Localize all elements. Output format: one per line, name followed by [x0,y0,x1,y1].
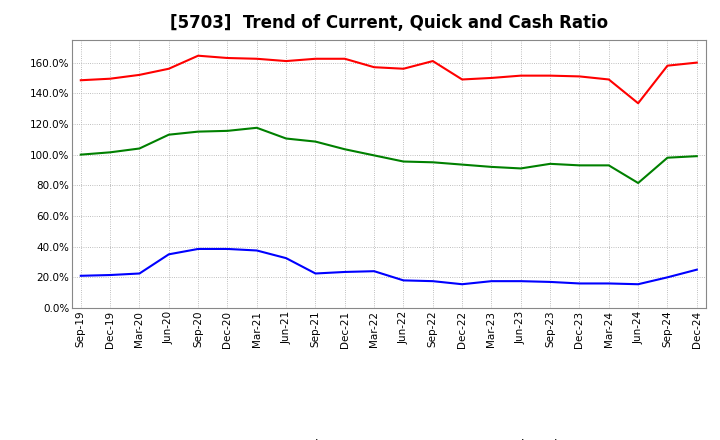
Cash Ratio [311,271,320,276]
Quick Ratio [135,146,144,151]
Cash Ratio [428,279,437,284]
Current Ratio [341,56,349,62]
Current Ratio [164,66,173,71]
Current Ratio [634,101,642,106]
Current Ratio [76,77,85,83]
Cash Ratio [341,269,349,275]
Current Ratio [458,77,467,82]
Line: Current Ratio: Current Ratio [81,56,697,103]
Cash Ratio [546,279,554,285]
Cash Ratio [282,256,290,261]
Title: [5703]  Trend of Current, Quick and Cash Ratio: [5703] Trend of Current, Quick and Cash … [170,15,608,33]
Cash Ratio [370,268,379,274]
Quick Ratio [428,160,437,165]
Current Ratio [663,63,672,68]
Quick Ratio [575,163,584,168]
Line: Cash Ratio: Cash Ratio [81,249,697,284]
Quick Ratio [223,128,232,133]
Quick Ratio [663,155,672,160]
Cash Ratio [634,282,642,287]
Cash Ratio [516,279,525,284]
Quick Ratio [253,125,261,130]
Line: Quick Ratio: Quick Ratio [81,128,697,183]
Cash Ratio [164,252,173,257]
Current Ratio [487,75,496,81]
Cash Ratio [253,248,261,253]
Cash Ratio [399,278,408,283]
Quick Ratio [693,154,701,159]
Current Ratio [135,72,144,77]
Current Ratio [693,60,701,65]
Legend: Current Ratio, Quick Ratio, Cash Ratio: Current Ratio, Quick Ratio, Cash Ratio [207,434,570,440]
Current Ratio [575,74,584,79]
Current Ratio [516,73,525,78]
Cash Ratio [693,267,701,272]
Cash Ratio [106,272,114,278]
Quick Ratio [605,163,613,168]
Quick Ratio [106,150,114,155]
Current Ratio [428,59,437,64]
Cash Ratio [605,281,613,286]
Quick Ratio [487,164,496,169]
Quick Ratio [516,166,525,171]
Current Ratio [106,76,114,81]
Quick Ratio [341,147,349,152]
Cash Ratio [223,246,232,252]
Current Ratio [605,77,613,82]
Current Ratio [399,66,408,71]
Cash Ratio [575,281,584,286]
Quick Ratio [311,139,320,144]
Cash Ratio [194,246,202,252]
Quick Ratio [164,132,173,137]
Quick Ratio [458,162,467,167]
Quick Ratio [546,161,554,166]
Cash Ratio [135,271,144,276]
Current Ratio [282,59,290,64]
Current Ratio [223,55,232,61]
Cash Ratio [663,275,672,280]
Current Ratio [253,56,261,62]
Cash Ratio [76,273,85,279]
Current Ratio [370,65,379,70]
Cash Ratio [487,279,496,284]
Quick Ratio [194,129,202,134]
Current Ratio [311,56,320,62]
Quick Ratio [399,159,408,164]
Quick Ratio [76,152,85,157]
Quick Ratio [634,180,642,186]
Quick Ratio [282,136,290,141]
Quick Ratio [370,153,379,158]
Current Ratio [194,53,202,59]
Cash Ratio [458,282,467,287]
Current Ratio [546,73,554,78]
